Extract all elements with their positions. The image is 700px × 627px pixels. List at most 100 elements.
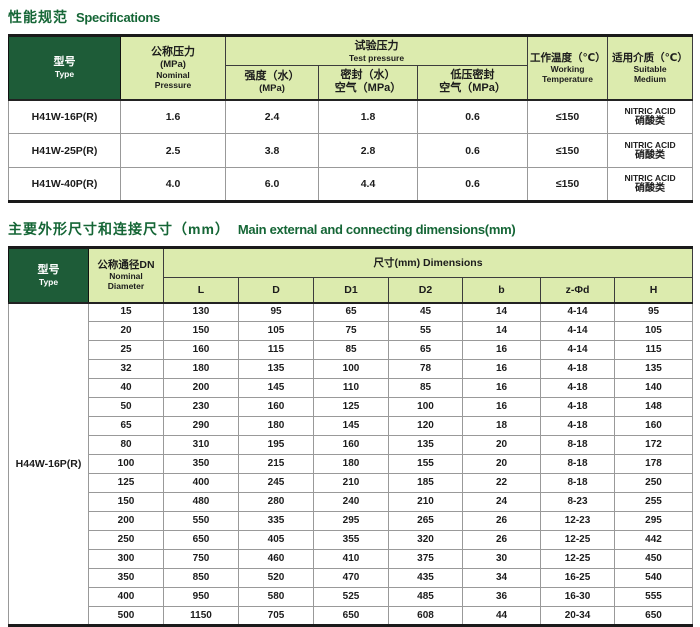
dims-cell-D1: 145 [313, 416, 389, 436]
spec-cell-medium-lines: NITRIC ACID 硝酸类 [610, 106, 690, 128]
dims-cell-D2: 78 [388, 359, 463, 379]
suitable-medium-zh: 适用介质（℃） [612, 51, 688, 64]
suitable-medium-en1: Suitable [633, 63, 667, 74]
dims-cell-D1: 410 [313, 549, 389, 569]
dims-cell-dn: 150 [88, 492, 164, 512]
dims-cell-b: 14 [462, 302, 541, 322]
dims-cell-H: 115 [613, 340, 694, 360]
dims-cell-b: 16 [462, 340, 541, 360]
medium-chinese: 硝酸类 [635, 115, 666, 127]
dims-cell-D: 405 [238, 530, 314, 550]
dims-table-row: 125 400 245 210 185 22 8-18 250 [9, 473, 694, 493]
spec-title-zh: 性能规范 [8, 9, 68, 25]
dims-cell-D: 105 [238, 321, 314, 341]
dims-cell-H: 140 [613, 378, 694, 398]
dims-cell-b: 20 [462, 435, 541, 455]
dims-table-row: 150 480 280 240 210 24 8-23 255 [9, 492, 694, 512]
dims-cell-D: 135 [238, 359, 314, 379]
dims-cell-D2: 265 [388, 511, 463, 531]
medium-chinese: 硝酸类 [635, 149, 666, 161]
dims-cell-z-phi-d: 8-23 [540, 492, 615, 512]
spec-cell-working-temperature: ≤150 [527, 99, 609, 134]
dims-cell-D1: 650 [313, 606, 389, 626]
spec-cell-suitable-medium: NITRIC ACID 硝酸类 [607, 167, 694, 202]
dims-header-D: D [238, 277, 314, 303]
spec-cell-strength: 2.4 [225, 99, 319, 134]
dims-cell-z-phi-d: 4-18 [540, 359, 615, 379]
dims-cell-z-phi-d: 20-34 [540, 606, 615, 626]
dims-table-row: 25 160 115 85 65 16 4-14 115 [9, 340, 694, 360]
spec-table-row: H41W-16P(R) 1.6 2.4 1.8 0.6 ≤150 NITRIC ACID 硝酸… [8, 99, 694, 134]
dims-cell-b: 18 [462, 416, 541, 436]
dims-table-row: 350 850 520 470 435 34 16-25 540 [9, 568, 694, 588]
dims-cell-dn: 300 [88, 549, 164, 569]
spec-cell-nominal-pressure: 4.0 [120, 167, 226, 202]
dims-cell-b: 26 [462, 511, 541, 531]
dims-cell-D2: 45 [388, 302, 463, 322]
spec-header-type-en: Type [54, 69, 75, 80]
dims-table-row: H44W-16P(R) 15 130 95 65 45 14 4-14 95 [8, 302, 694, 626]
spec-cell-type: H41W-16P(R) [8, 99, 121, 134]
dims-cell-L: 650 [163, 530, 239, 550]
dims-cell-z-phi-d: 4-18 [540, 397, 615, 417]
dims-header-D1: D1 [313, 277, 389, 303]
dn-en2: Diameter [107, 281, 145, 292]
spec-cell-seal: 4.4 [318, 167, 418, 202]
dims-cell-D1: 125 [313, 397, 389, 417]
dims-cell-D: 160 [238, 397, 314, 417]
dims-header-type: 型号 Type [8, 247, 89, 303]
dims-cell-H: 135 [613, 359, 694, 379]
dims-table-body: H44W-16P(R) 15 130 95 65 45 14 4-14 95 20 150 105 75… [8, 302, 694, 626]
dims-cell-D1: 525 [313, 587, 389, 607]
dims-cell-D2: 55 [388, 321, 463, 341]
dims-cell-D1: 470 [313, 568, 389, 588]
nominal-line-unit: (MPa) [160, 58, 186, 70]
spec-header-low-pressure-seal: 低压密封 空气（MPa） [416, 65, 529, 100]
spec-title-en: Specifications [76, 10, 160, 25]
dims-cell-b: 30 [462, 549, 541, 569]
spec-cell-seal: 2.8 [318, 133, 418, 168]
dims-cell-b: 16 [462, 359, 541, 379]
spec-section-title: 性能规范 Specifications [8, 7, 692, 27]
dims-cell-dn: 80 [88, 435, 164, 455]
dims-cell-D: 335 [238, 511, 314, 531]
dims-cell-L: 290 [163, 416, 239, 436]
seal-unit: 空气（MPa） [334, 82, 402, 95]
dims-cell-z-phi-d: 4-14 [540, 340, 615, 360]
spec-table-row: H41W-25P(R) 2.5 3.8 2.8 0.6 ≤150 NITRIC ACID 硝酸… [8, 133, 694, 168]
dims-header-nominal-diameter: 公称通径DN Nominal Diameter [88, 247, 164, 303]
medium-chinese: 硝酸类 [635, 183, 666, 194]
dimensions-table: 型号 Type 公称通径DN Nominal Diameter 尺寸(mm) D… [8, 246, 694, 627]
dims-cell-D1: 65 [313, 302, 389, 322]
dims-cell-D1: 355 [313, 530, 389, 550]
dims-cell-z-phi-d: 12-23 [540, 511, 615, 531]
dims-cell-b: 44 [462, 606, 541, 626]
dims-cell-dn: 50 [88, 397, 164, 417]
strength-unit: (MPa) [259, 83, 285, 95]
dims-cell-D: 280 [238, 492, 314, 512]
dims-cell-b: 36 [462, 587, 541, 607]
seal-zh: 密封（水） [340, 69, 396, 82]
spec-cell-medium-lines: NITRIC ACID 硝酸类 [610, 140, 690, 162]
spec-header-working-temperature: 工作温度（℃） Working Temperature [527, 35, 609, 100]
spec-header-strength: 强度（水） (MPa) [225, 65, 319, 100]
dims-cell-D2: 65 [388, 340, 463, 360]
dims-cell-L: 480 [163, 492, 239, 512]
dims-cell-H: 295 [613, 511, 694, 531]
spec-cell-low-pressure-seal: 0.6 [416, 167, 529, 202]
dims-cell-b: 16 [462, 378, 541, 398]
dims-cell-z-phi-d: 8-18 [540, 454, 615, 474]
spec-header-seal: 密封（水） 空气（MPa） [318, 65, 418, 100]
dims-cell-D: 460 [238, 549, 314, 569]
dims-header-L: L [163, 277, 239, 303]
spec-cell-nominal-pressure: 1.6 [120, 99, 226, 134]
dims-cell-type: H44W-16P(R) [8, 302, 89, 626]
dims-header-type-en: Type [38, 276, 59, 287]
specifications-table: 型号 Type 公称压力 (MPa) Nominal Pressure 试验压力… [8, 34, 694, 203]
dims-table-row: 80 310 195 160 135 20 8-18 172 [9, 435, 694, 455]
dims-cell-L: 230 [163, 397, 239, 417]
spec-header-test-pressure: 试验压力 Test pressure [224, 35, 529, 66]
dims-cell-dn: 350 [88, 568, 164, 588]
dims-table-row: 100 350 215 180 155 20 8-18 178 [9, 454, 694, 474]
dims-cell-D2: 435 [388, 568, 463, 588]
